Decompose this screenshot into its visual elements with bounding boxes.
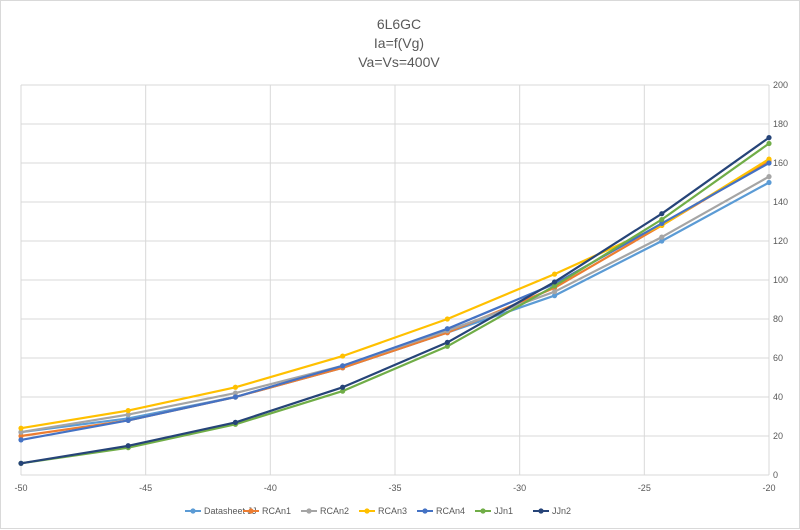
legend-label: JJn1 bbox=[494, 506, 513, 516]
legend-swatch-marker bbox=[422, 508, 428, 514]
y-tick-label: 40 bbox=[773, 392, 783, 402]
data-point bbox=[340, 388, 346, 394]
data-point bbox=[659, 234, 665, 240]
x-tick-label: -20 bbox=[762, 483, 775, 493]
y-tick-label: 120 bbox=[773, 236, 788, 246]
legend-swatch-marker bbox=[248, 508, 254, 514]
x-tick-label: -30 bbox=[513, 483, 526, 493]
chart-title-line: 6L6GC bbox=[377, 16, 421, 32]
y-tick-label: 180 bbox=[773, 119, 788, 129]
data-point bbox=[232, 390, 239, 396]
data-point bbox=[18, 425, 24, 431]
data-point bbox=[340, 363, 346, 369]
chart-title-line: Va=Vs=400V bbox=[358, 54, 440, 70]
legend-label: JJn2 bbox=[552, 506, 571, 516]
data-point bbox=[659, 238, 665, 244]
data-point bbox=[18, 460, 24, 466]
data-point bbox=[659, 220, 665, 227]
y-axis: 0 20 40 60 80 100 120 140 160 180 200 bbox=[773, 80, 788, 480]
data-point bbox=[232, 394, 239, 400]
data-point bbox=[444, 339, 450, 345]
legend-swatch-marker bbox=[538, 508, 544, 514]
data-point bbox=[766, 174, 772, 180]
series-line bbox=[20, 136, 770, 465]
legend-label: RCAn4 bbox=[436, 506, 465, 516]
y-tick-label: 0 bbox=[773, 470, 778, 480]
data-point bbox=[340, 384, 346, 390]
series-line bbox=[20, 162, 770, 441]
data-point bbox=[125, 443, 131, 449]
legend-swatch-marker bbox=[190, 508, 196, 514]
data-point bbox=[659, 211, 665, 217]
legend-item: JJn1 bbox=[475, 506, 513, 516]
x-tick-label: -45 bbox=[139, 483, 152, 493]
y-tick-label: 160 bbox=[773, 158, 788, 168]
data-point bbox=[444, 343, 450, 349]
legend-swatch-marker bbox=[364, 508, 370, 514]
data-point bbox=[18, 437, 24, 443]
chart-title-line: Ia=f(Vg) bbox=[374, 35, 424, 51]
data-point bbox=[340, 353, 346, 359]
data-point bbox=[232, 419, 239, 425]
data-point bbox=[232, 384, 239, 390]
legend-item: RCAn3 bbox=[359, 506, 407, 516]
data-point bbox=[444, 316, 450, 322]
x-tick-label: -40 bbox=[264, 483, 277, 493]
y-tick-label: 80 bbox=[773, 314, 783, 324]
data-point bbox=[551, 271, 558, 277]
data-point bbox=[551, 289, 558, 295]
y-tick-label: 200 bbox=[773, 80, 788, 90]
data-point bbox=[766, 135, 772, 141]
legend-item: RCAn4 bbox=[417, 506, 465, 516]
legend-label: RCAn1 bbox=[262, 506, 291, 516]
x-tick-label: -25 bbox=[638, 483, 651, 493]
series-jjn2 bbox=[18, 135, 772, 466]
y-tick-label: 140 bbox=[773, 197, 788, 207]
data-point bbox=[125, 408, 131, 414]
plot-area bbox=[18, 135, 772, 466]
legend-swatch-marker bbox=[306, 508, 312, 514]
legend-label: RCAn2 bbox=[320, 506, 349, 516]
y-tick-label: 60 bbox=[773, 353, 783, 363]
legend-item: Datasheet JJ bbox=[185, 506, 257, 516]
data-point bbox=[125, 411, 131, 418]
data-point bbox=[18, 433, 24, 439]
data-point bbox=[18, 429, 24, 435]
series-line bbox=[20, 142, 770, 465]
legend-label: Datasheet JJ bbox=[204, 506, 257, 516]
x-axis: -50 -45 -40 -35 -30 -25 -20 bbox=[14, 483, 775, 493]
data-point bbox=[766, 179, 772, 186]
data-point bbox=[766, 160, 772, 166]
series-rcan4 bbox=[18, 160, 772, 443]
data-point bbox=[444, 326, 450, 332]
data-point bbox=[125, 417, 131, 423]
x-tick-label: -50 bbox=[14, 483, 27, 493]
data-point bbox=[766, 140, 772, 147]
x-tick-label: -35 bbox=[388, 483, 401, 493]
chart-title: 6L6GC Ia=f(Vg) Va=Vs=400V bbox=[358, 16, 440, 70]
data-point bbox=[551, 279, 558, 285]
y-tick-label: 20 bbox=[773, 431, 783, 441]
legend-label: RCAn3 bbox=[378, 506, 407, 516]
data-point bbox=[659, 216, 665, 223]
legend-item: RCAn2 bbox=[301, 506, 349, 516]
data-point bbox=[551, 283, 558, 289]
legend-item: JJn2 bbox=[533, 506, 571, 516]
legend-item: RCAn1 bbox=[243, 506, 291, 516]
legend-swatch-marker bbox=[480, 508, 486, 514]
data-point bbox=[551, 293, 558, 299]
data-point bbox=[766, 156, 772, 162]
legend: Datasheet JJ RCAn1 RCAn2 RCAn3 RCAn4 JJn1 JJn2 bbox=[185, 506, 571, 516]
y-tick-label: 100 bbox=[773, 275, 788, 285]
